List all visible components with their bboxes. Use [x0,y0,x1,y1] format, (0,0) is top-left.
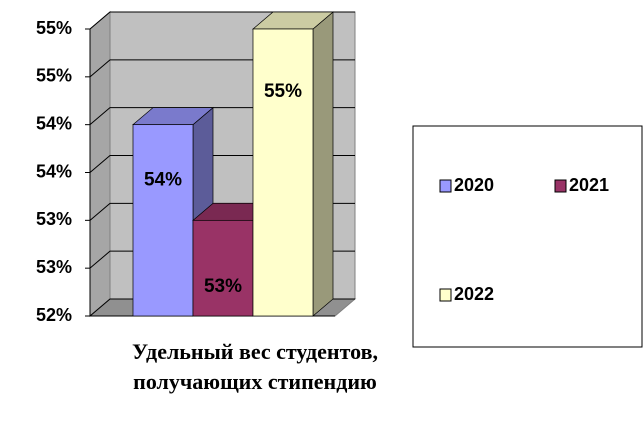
legend-label: 2022 [454,284,494,304]
legend-box [412,125,643,348]
data-label: 53% [204,276,242,297]
y-tick-label: 53% [36,209,72,229]
legend-swatch [554,179,567,193]
legend-swatch [439,179,452,193]
data-label: 54% [144,170,182,191]
y-tick-label: 53% [36,257,72,277]
y-tick-label: 54% [36,113,72,133]
y-tick-label: 52% [36,305,72,325]
legend-swatch [439,288,452,302]
data-label: 55% [264,81,302,102]
bar [192,219,254,317]
y-tick-label: 55% [36,66,72,86]
x-category-label: Удельный вес студентов, получающих стипе… [132,339,378,394]
bar [252,28,314,317]
legend-label: 2021 [569,175,609,195]
bar-side [312,11,334,317]
legend-label: 2020 [454,175,494,195]
y-tick-label: 55% [36,18,72,38]
bar [132,124,194,317]
y-tick-label: 54% [36,161,72,181]
